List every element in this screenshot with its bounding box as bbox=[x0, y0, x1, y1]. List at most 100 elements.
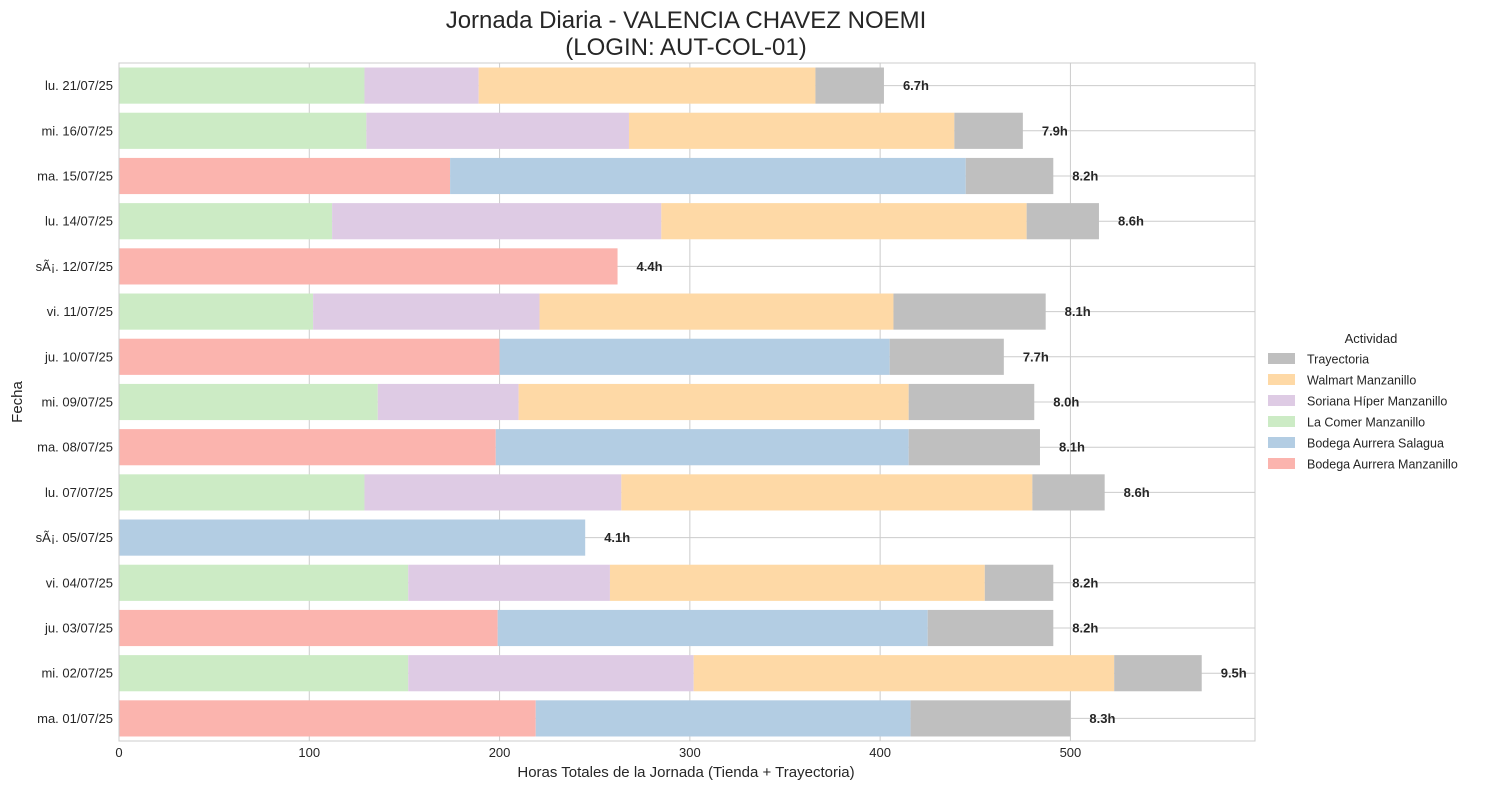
bar-segment bbox=[450, 157, 966, 195]
bar-segment bbox=[499, 338, 890, 375]
legend-swatch bbox=[1268, 353, 1295, 364]
bar-segment bbox=[119, 248, 618, 285]
bar-segment bbox=[119, 112, 367, 149]
x-tick-label: 200 bbox=[489, 745, 511, 760]
bar-segment bbox=[364, 67, 479, 104]
legend-entry: La Comer Manzanillo bbox=[1307, 416, 1425, 430]
legend-entry: Bodega Aurrera Salagua bbox=[1307, 437, 1444, 451]
bar-segment bbox=[927, 609, 1054, 647]
bar-segment bbox=[908, 383, 1035, 421]
total-label: 8.2h bbox=[1072, 169, 1098, 184]
bar-segment bbox=[910, 700, 1071, 737]
y-axis-label: Fecha bbox=[9, 381, 26, 423]
y-tick-label: mi. 16/07/25 bbox=[41, 123, 113, 138]
bar-segment bbox=[518, 383, 909, 421]
bar-segment bbox=[609, 564, 985, 601]
bar-segment bbox=[119, 293, 314, 330]
y-tick-label: lu. 21/07/25 bbox=[45, 78, 113, 93]
bar-segment bbox=[495, 429, 909, 466]
y-tick-label: lu. 07/07/25 bbox=[45, 485, 113, 500]
bar-segment bbox=[535, 700, 911, 737]
bar-segment bbox=[119, 203, 333, 240]
y-tick-label: mi. 02/07/25 bbox=[41, 666, 113, 681]
bar-segment bbox=[539, 293, 894, 330]
bar-segment bbox=[661, 203, 1027, 240]
chart-title-line2: (LOGIN: AUT-COL-01) bbox=[565, 34, 806, 61]
chart-title-line1: Jornada Diaria - VALENCIA CHAVEZ NOEMI bbox=[446, 7, 927, 34]
bar-segment bbox=[478, 67, 816, 104]
legend-swatch bbox=[1268, 395, 1295, 406]
y-tick-label: lu. 14/07/25 bbox=[45, 214, 113, 229]
bar-segment bbox=[893, 293, 1046, 330]
bar-segment bbox=[984, 564, 1054, 601]
total-label: 6.7h bbox=[903, 78, 929, 93]
bar-segment bbox=[889, 338, 1004, 375]
total-label: 7.7h bbox=[1023, 349, 1049, 364]
total-label: 8.0h bbox=[1053, 395, 1079, 410]
legend-swatch bbox=[1268, 416, 1295, 427]
bar-segment bbox=[119, 655, 409, 692]
x-tick-label: 0 bbox=[115, 745, 122, 760]
bar-segment bbox=[366, 112, 629, 149]
total-label: 8.6h bbox=[1124, 485, 1150, 500]
total-label: 8.6h bbox=[1118, 214, 1144, 229]
total-label: 4.4h bbox=[637, 259, 663, 274]
bar-segment bbox=[119, 67, 365, 104]
legend-swatch bbox=[1268, 437, 1295, 448]
bar-segment bbox=[408, 564, 610, 601]
legend-title: Actividad bbox=[1345, 331, 1398, 346]
bar-segment bbox=[1032, 474, 1105, 511]
x-tick-label: 400 bbox=[869, 745, 891, 760]
bar-segment bbox=[119, 429, 496, 466]
y-tick-label: vi. 11/07/25 bbox=[47, 304, 113, 319]
total-label: 7.9h bbox=[1042, 123, 1068, 138]
x-tick-label: 300 bbox=[679, 745, 701, 760]
bars bbox=[119, 67, 1202, 737]
total-label: 8.2h bbox=[1072, 621, 1098, 636]
bar-segment bbox=[621, 474, 1033, 511]
y-tick-label: ma. 15/07/25 bbox=[37, 169, 113, 184]
y-tick-label: mi. 09/07/25 bbox=[41, 395, 113, 410]
bar-segment bbox=[332, 203, 662, 240]
total-label: 8.2h bbox=[1072, 575, 1098, 590]
bar-segment bbox=[119, 564, 409, 601]
total-label: 8.1h bbox=[1065, 304, 1091, 319]
bar-segment bbox=[119, 474, 365, 511]
y-ticks: lu. 21/07/25 mi. 16/07/25 ma. 15/07/25 lu. … bbox=[36, 78, 113, 726]
legend-swatch bbox=[1268, 374, 1295, 385]
bar-segment bbox=[119, 519, 586, 556]
x-axis-label: Horas Totales de la Jornada (Tienda + Tr… bbox=[517, 764, 854, 781]
legend-entry: Bodega Aurrera Manzanillo bbox=[1307, 458, 1458, 472]
bar-segment bbox=[1114, 655, 1202, 692]
bar-segment bbox=[313, 293, 540, 330]
bar-segment bbox=[119, 338, 500, 375]
total-label: 8.3h bbox=[1089, 711, 1115, 726]
bar-segment bbox=[119, 383, 378, 421]
legend-swatch bbox=[1268, 458, 1295, 469]
y-tick-label: ma. 08/07/25 bbox=[37, 440, 113, 455]
y-tick-label: ma. 01/07/25 bbox=[37, 711, 113, 726]
legend-entry: Walmart Manzanillo bbox=[1307, 374, 1416, 388]
bar-segment bbox=[119, 609, 498, 647]
bar-segment bbox=[965, 157, 1054, 195]
bar-segment bbox=[497, 609, 928, 647]
plot-frame bbox=[118, 62, 1256, 742]
bar-segment bbox=[1026, 203, 1099, 240]
y-tick-label: vi. 04/07/25 bbox=[46, 575, 113, 590]
x-ticks: 0 100 200 300 400 500 bbox=[115, 745, 1081, 760]
x-tick-label: 100 bbox=[298, 745, 320, 760]
bar-segment bbox=[908, 429, 1040, 466]
y-tick-label: ju. 03/07/25 bbox=[44, 621, 113, 636]
total-labels: 6.7h 7.9h 8.2h 8.6h 4.4h 8.1h 7.7h 8.0h 8.1h 8.6h… bbox=[604, 78, 1247, 726]
legend-entry: Soriana Híper Manzanillo bbox=[1307, 395, 1447, 409]
legend: Actividad Trayectoria Walmart Manzanillo S… bbox=[1268, 331, 1458, 472]
legend-entry: Trayectoria bbox=[1307, 353, 1369, 367]
y-tick-label: sÃ¡. 05/07/25 bbox=[36, 530, 113, 545]
y-tick-label: ju. 10/07/25 bbox=[44, 349, 113, 364]
x-tick-label: 500 bbox=[1060, 745, 1082, 760]
bar-segment bbox=[408, 655, 694, 692]
bar-segment bbox=[815, 67, 884, 104]
bar-segment bbox=[119, 157, 451, 195]
